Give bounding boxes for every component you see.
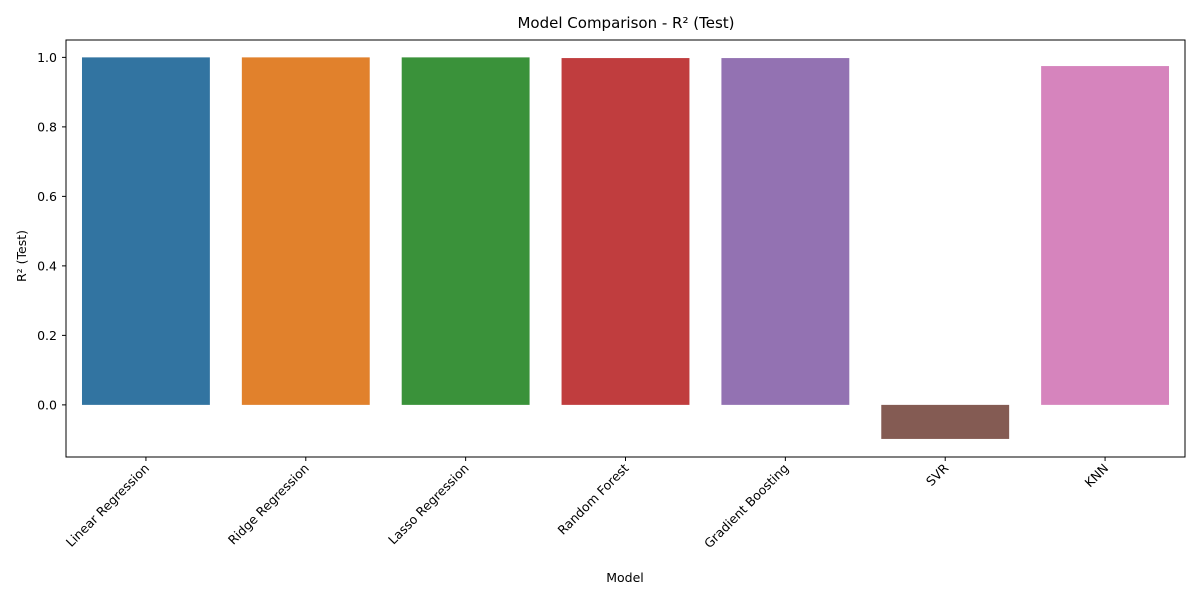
- bar-knn: [1041, 66, 1170, 405]
- y-tick-label: 0.8: [37, 119, 57, 134]
- bar-random-forest: [561, 58, 690, 405]
- x-tick-label: SVR: [923, 460, 952, 489]
- x-axis: Linear Regression Ridge Regression Lasso R…: [63, 457, 1111, 551]
- bar-lasso-regression: [401, 57, 530, 405]
- bar-ridge-regression: [241, 57, 370, 405]
- x-axis-label: Model: [606, 570, 644, 585]
- chart-title: Model Comparison - R² (Test): [517, 14, 734, 32]
- bar-linear-regression: [81, 57, 210, 405]
- y-tick-label: 0.4: [37, 258, 57, 273]
- x-tick-label: Lasso Regression: [385, 461, 472, 548]
- y-tick-label: 0.6: [37, 189, 57, 204]
- y-axis-label: R² (Test): [14, 230, 29, 282]
- x-tick-label: Linear Regression: [63, 461, 152, 550]
- x-tick-label: KNN: [1082, 461, 1112, 491]
- y-tick-label: 0.0: [37, 397, 57, 412]
- x-tick-label: Ridge Regression: [225, 461, 312, 548]
- y-tick-label: 0.2: [37, 328, 57, 343]
- x-tick-label: Gradient Boosting: [701, 461, 792, 552]
- bar-gradient-boosting: [721, 58, 850, 405]
- bars-group: [81, 57, 1170, 439]
- x-tick-label: Random Forest: [554, 460, 631, 537]
- y-tick-label: 1.0: [37, 50, 57, 65]
- plot-frame: [65, 39, 1186, 458]
- bar-svr: [881, 404, 1010, 439]
- y-axis: 0.0 0.2 0.4 0.6 0.8 1.0: [37, 50, 66, 412]
